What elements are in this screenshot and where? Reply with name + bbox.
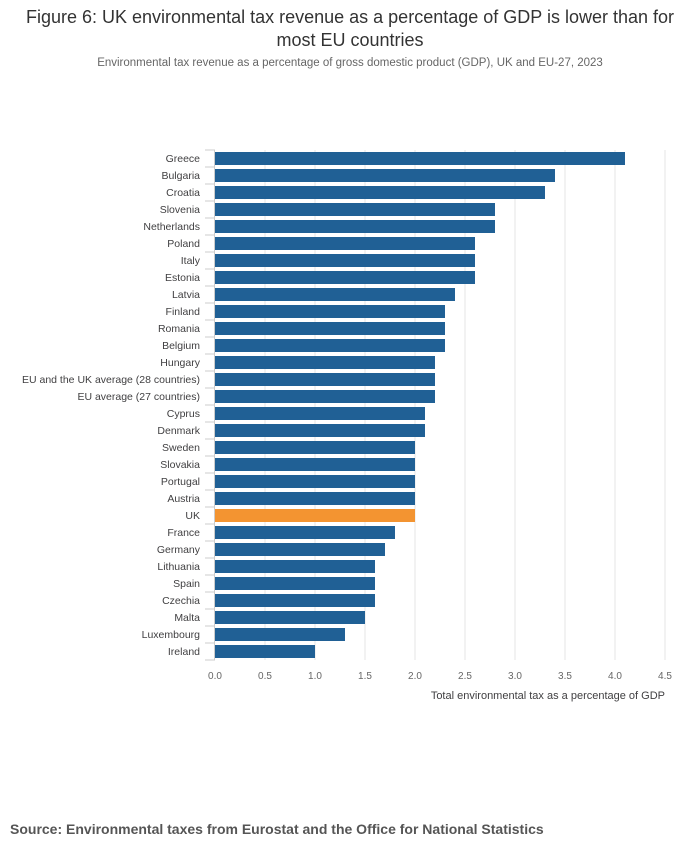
category-label: Sweden (162, 442, 200, 454)
bar (215, 237, 475, 250)
bar (215, 169, 555, 182)
x-tick-label: 1.5 (358, 671, 372, 682)
bar (215, 339, 445, 352)
bar (215, 594, 375, 607)
bar (215, 390, 435, 403)
category-label: Denmark (157, 425, 200, 437)
category-label: Slovenia (160, 204, 200, 216)
bar (215, 322, 445, 335)
category-label: Finland (166, 306, 201, 318)
bar (215, 441, 415, 454)
category-label: UK (185, 510, 200, 522)
bar (215, 526, 395, 539)
bar (215, 492, 415, 505)
category-label: Italy (181, 255, 201, 267)
x-axis-title: Total environmental tax as a percentage … (431, 690, 665, 702)
chart-subtitle: Environmental tax revenue as a percentag… (97, 57, 603, 69)
x-tick-label: 3.5 (558, 671, 572, 682)
bar (215, 271, 475, 284)
category-labels: Greece Bulgaria Croatia Slovenia Netherlands… (22, 153, 201, 658)
category-label: Czechia (162, 595, 200, 607)
x-tick-label: 1.0 (308, 671, 322, 682)
category-label: Croatia (166, 187, 200, 199)
bar (215, 509, 415, 522)
category-label: EU average (27 countries) (77, 391, 200, 403)
category-label: Malta (174, 612, 200, 624)
bar (215, 152, 625, 165)
bar (215, 560, 375, 573)
bar (215, 305, 445, 318)
bar (215, 373, 435, 386)
category-label: Poland (167, 238, 200, 250)
bar (215, 288, 455, 301)
category-label: Romania (158, 323, 200, 335)
category-label: EU and the UK average (28 countries) (22, 374, 200, 386)
bar (215, 458, 415, 471)
bar (215, 407, 425, 420)
bar (215, 254, 475, 267)
bar (215, 645, 315, 658)
category-label: Austria (167, 493, 200, 505)
category-label: Greece (166, 153, 201, 165)
bar (215, 543, 385, 556)
bar (215, 475, 415, 488)
gridlines (205, 149, 666, 661)
category-label: Slovakia (160, 459, 200, 471)
bars (215, 152, 625, 658)
x-tick-label: 0.5 (258, 671, 272, 682)
category-label: Hungary (160, 357, 200, 369)
x-tick-label: 3.0 (508, 671, 522, 682)
bar (215, 577, 375, 590)
category-label: Ireland (168, 646, 200, 658)
x-tick-label: 2.5 (458, 671, 472, 682)
category-label: Estonia (165, 272, 200, 284)
bar (215, 220, 495, 233)
bar (215, 611, 365, 624)
category-label: Belgium (162, 340, 200, 352)
x-tick-label: 2.0 (408, 671, 422, 682)
x-tick-label: 4.0 (608, 671, 622, 682)
category-label: Spain (173, 578, 200, 590)
category-label: Lithuania (157, 561, 200, 573)
category-label: Germany (157, 544, 201, 556)
x-tick-labels: 0.0 0.5 1.0 1.5 2.0 2.5 3.0 3.5 4.0 4.5 (208, 671, 672, 682)
chart-title: Figure 6: UK environmental tax revenue a… (25, 7, 674, 50)
bar (215, 424, 425, 437)
category-label: Netherlands (143, 221, 200, 233)
category-label: Cyprus (167, 408, 200, 420)
bar (215, 203, 495, 216)
x-tick-label: 0.0 (208, 671, 222, 682)
bar (215, 628, 345, 641)
category-label: Bulgaria (161, 170, 200, 182)
category-label: Luxembourg (142, 629, 201, 641)
category-label: France (167, 527, 200, 539)
bar (215, 356, 435, 369)
bar-chart: Greece Bulgaria Croatia Slovenia Netherlands… (22, 149, 672, 702)
x-tick-label: 4.5 (658, 671, 672, 682)
bar (215, 186, 545, 199)
category-label: Portugal (161, 476, 200, 488)
category-label: Latvia (172, 289, 200, 301)
source-note: Source: Environmental taxes from Eurosta… (10, 821, 544, 837)
